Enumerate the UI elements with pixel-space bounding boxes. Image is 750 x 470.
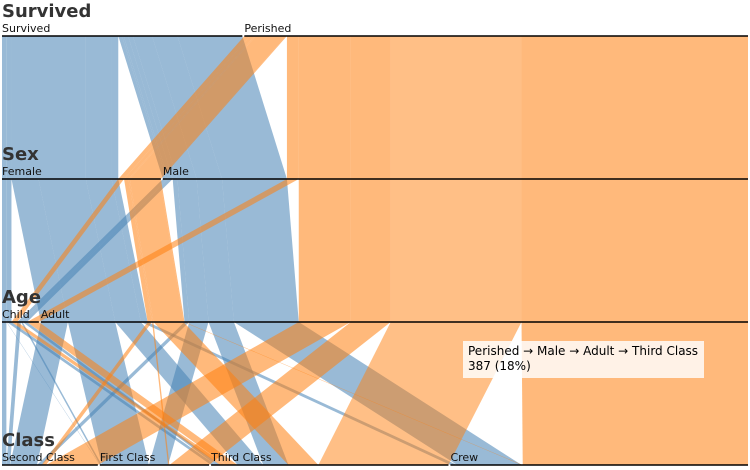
ribbon-perished-male-adult-second-class-1[interactable] [298, 179, 351, 322]
ribbon-survived-female-adult-crew-0[interactable] [111, 36, 119, 179]
dimension-axes [2, 35, 748, 466]
ribbon-survived-male-child-second-class-1[interactable] [17, 179, 167, 322]
flow-tooltip: Perished → Male → Adult → Third Class 38… [463, 341, 705, 378]
ribbon-perished-female-adult-second-class-1[interactable] [124, 179, 153, 322]
ribbon-survived-female-adult-crew-1[interactable] [111, 179, 148, 322]
dimension-title-survived: Survived [2, 1, 91, 22]
ribbon-survived-female-adult-first-class-0[interactable] [38, 36, 86, 179]
ribbon-perished-female-child-third-class-1[interactable] [11, 179, 125, 322]
ribbon-perished-female-adult-third-class-0[interactable] [129, 36, 286, 179]
ribbon-perished-female-adult-third-class-1[interactable] [129, 179, 184, 322]
ribbon-perished-male-adult-third-class-0[interactable] [390, 36, 522, 179]
ribbon-survived-male-adult-first-class-1[interactable] [177, 179, 209, 322]
ribbon-survived-male-adult-second-class-2[interactable] [36, 322, 190, 465]
ribbon-perished-male-adult-third-class-1[interactable] [390, 179, 522, 322]
ribbon-survived-female-child-second-class-0[interactable] [2, 36, 7, 179]
ribbon-survived-female-child-second-class-2[interactable] [2, 322, 7, 465]
ribbon-perished-male-adult-crew-1[interactable] [521, 179, 748, 322]
ribbon-perished-male-adult-first-class-2[interactable] [169, 322, 391, 465]
ribbon-perished-male-child-third-class-1[interactable] [27, 179, 299, 322]
category-label-perished[interactable]: Perished [244, 22, 291, 35]
ribbon-perished-female-adult-first-class-1[interactable] [128, 179, 154, 322]
category-label-second-class[interactable]: Second Class [2, 451, 75, 464]
dimension-title-class: Class [2, 430, 55, 451]
dimension-title-age: Age [2, 287, 41, 308]
ribbon-survived-female-adult-second-class-0[interactable] [11, 36, 39, 179]
ribbon-perished-female-child-third-class-0[interactable] [118, 36, 251, 179]
ribbon-perished-female-adult-crew-1[interactable] [159, 179, 185, 322]
ribbon-perished-male-child-third-class-0[interactable] [286, 36, 299, 179]
ribbon-survived-male-adult-second-class-1[interactable] [172, 179, 190, 322]
category-label-child[interactable]: Child [2, 308, 30, 321]
ribbon-survived-male-child-second-class-2[interactable] [6, 322, 21, 465]
ribbon-perished-female-adult-second-class-0[interactable] [124, 36, 255, 179]
category-label-first-class[interactable]: First Class [100, 451, 156, 464]
category-label-female[interactable]: Female [2, 165, 42, 178]
ribbon-perished-male-adult-second-class-2[interactable] [46, 322, 351, 465]
ribbon-survived-female-child-third-class-1[interactable] [6, 179, 12, 322]
ribbon-perished-female-child-third-class-2[interactable] [11, 322, 226, 465]
ribbon-survived-female-child-third-class-0[interactable] [6, 36, 12, 179]
category-label-crew[interactable]: Crew [450, 451, 478, 464]
category-label-adult[interactable]: Adult [41, 308, 70, 321]
tooltip-path: Perished → Male → Adult → Third Class [468, 344, 699, 358]
ribbon-perished-female-adult-first-class-0[interactable] [128, 36, 256, 179]
ribbons [2, 36, 748, 465]
ribbon-perished-female-adult-third-class-2[interactable] [153, 322, 319, 465]
ribbon-perished-male-adult-first-class-1[interactable] [350, 179, 391, 322]
dimension-title-sex: Sex [2, 144, 39, 165]
ribbon-survived-female-adult-second-class-2[interactable] [10, 322, 68, 465]
ribbon-perished-female-adult-first-class-2[interactable] [152, 322, 170, 465]
ribbon-survived-female-adult-third-class-0[interactable] [85, 36, 112, 179]
ribbon-survived-male-adult-crew-1[interactable] [222, 179, 299, 322]
ribbon-perished-male-adult-crew-0[interactable] [521, 36, 748, 179]
ribbon-perished-male-child-third-class-2[interactable] [27, 322, 238, 465]
ribbon-perished-female-adult-crew-0[interactable] [159, 36, 287, 179]
category-label-male[interactable]: Male [163, 165, 189, 178]
ribbon-perished-female-adult-second-class-2[interactable] [41, 322, 153, 465]
category-label-third-class[interactable]: Third Class [210, 451, 272, 464]
ribbon-survived-female-adult-third-class-1[interactable] [85, 179, 141, 322]
ribbon-perished-male-adult-second-class-0[interactable] [298, 36, 351, 179]
ribbon-survived-female-child-second-class-1[interactable] [2, 179, 7, 322]
ribbon-survived-male-adult-crew-0[interactable] [177, 36, 287, 179]
tooltip-value: 387 (18%) [468, 359, 531, 373]
ribbon-perished-male-adult-first-class-0[interactable] [350, 36, 391, 179]
category-label-survived[interactable]: Survived [2, 22, 50, 35]
ribbon-survived-male-child-first-class-2[interactable] [20, 322, 102, 465]
